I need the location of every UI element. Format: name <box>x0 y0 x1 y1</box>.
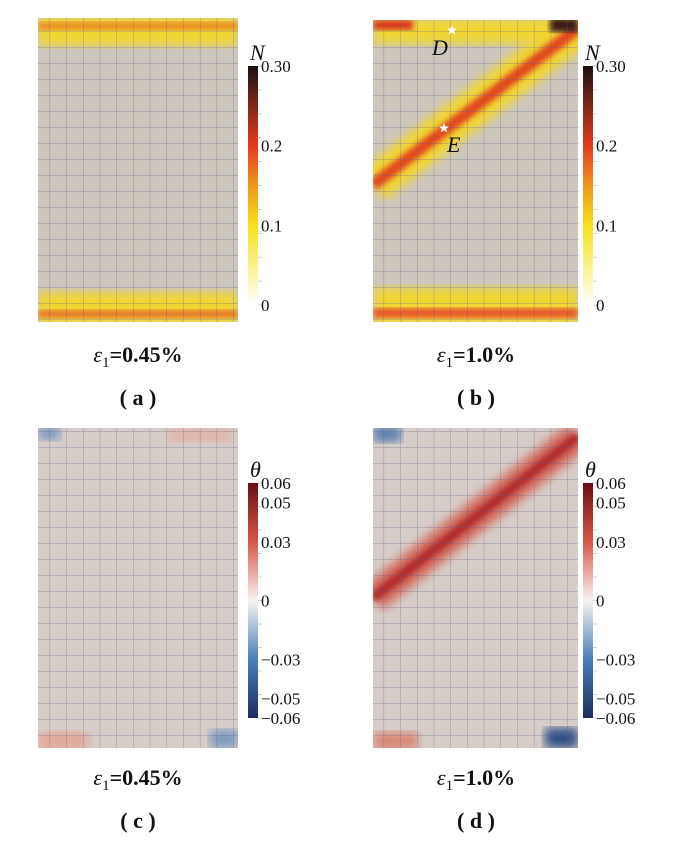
colorbar-title: θ <box>585 457 596 482</box>
colorbar-tick-label: 0 <box>596 592 605 611</box>
colorbar-tick-label: 0.2 <box>596 137 617 156</box>
colorbar-tick-label: 0.1 <box>596 216 617 235</box>
colorbar-tick-label: 0.05 <box>261 494 291 513</box>
colorbar-gradient <box>248 483 258 718</box>
colorbar-tick-label: 0.05 <box>596 494 626 513</box>
panel-b-contour <box>373 20 578 322</box>
colorbar-tick-label: −0.03 <box>596 650 635 669</box>
colorbar-title: θ <box>250 457 261 482</box>
colorbar-gradient <box>583 483 593 718</box>
colorbar-tick-label: 0.03 <box>596 533 626 552</box>
marker-label-e: E <box>446 132 461 157</box>
colorbar-tick-label: −0.05 <box>596 689 635 708</box>
panel-c-label: ( c ) <box>120 808 155 833</box>
colorbar-tick-label: −0.03 <box>261 650 300 669</box>
colorbar-tick-label: −0.06 <box>596 709 635 728</box>
colorbar-tick-label: 0.2 <box>261 137 282 156</box>
colorbar-tick-label: 0.06 <box>261 474 291 493</box>
colorbar-title: N <box>249 40 266 65</box>
panel-d-label: ( d ) <box>457 808 495 833</box>
colorbar-tick-label: 0.30 <box>261 57 291 76</box>
colorbar-theta-c: θ0.060.05 0.03 0 −0.03 −0.05−0.06 <box>248 457 300 728</box>
colorbar-tick-label: 0 <box>596 296 605 315</box>
panel-b-strain-caption: ε1=1.0% <box>437 342 515 371</box>
colorbar-tick-label: 0.06 <box>596 474 626 493</box>
colorbar-theta-d: θ0.060.05 0.03 0 −0.03 −0.05−0.06 <box>583 457 635 728</box>
colorbar-n-b: N0.30 0.2 0.1 0 <box>583 40 626 315</box>
marker-label-d: D <box>431 35 448 60</box>
colorbar-gradient <box>248 66 258 305</box>
panel-b-label: ( b ) <box>457 385 495 410</box>
colorbar-tick-label: −0.05 <box>261 689 300 708</box>
panel-c-strain-caption: ε1=0.45% <box>93 765 182 794</box>
panel-d-strain-caption: ε1=1.0% <box>437 765 515 794</box>
star-marker-e <box>439 123 449 133</box>
colorbar-tick-label: 0.30 <box>596 57 626 76</box>
colorbar-n-a: N0.30 0.2 0.1 0 <box>248 40 291 315</box>
star-marker-d <box>447 25 457 35</box>
panel-a-strain-caption: ε1=0.45% <box>93 342 182 371</box>
colorbar-title: N <box>584 40 601 65</box>
panel-a-contour <box>38 18 238 322</box>
panel-a-label: ( a ) <box>120 385 157 410</box>
colorbar-tick-label: −0.06 <box>261 709 300 728</box>
colorbar-tick-label: 0 <box>261 296 270 315</box>
panel-c-contour <box>38 428 238 748</box>
colorbar-tick-label: 0.03 <box>261 533 291 552</box>
colorbar-gradient <box>583 66 593 305</box>
colorbar-tick-label: 0 <box>261 592 270 611</box>
panel-d-contour <box>373 428 578 748</box>
colorbar-tick-label: 0.1 <box>261 216 282 235</box>
